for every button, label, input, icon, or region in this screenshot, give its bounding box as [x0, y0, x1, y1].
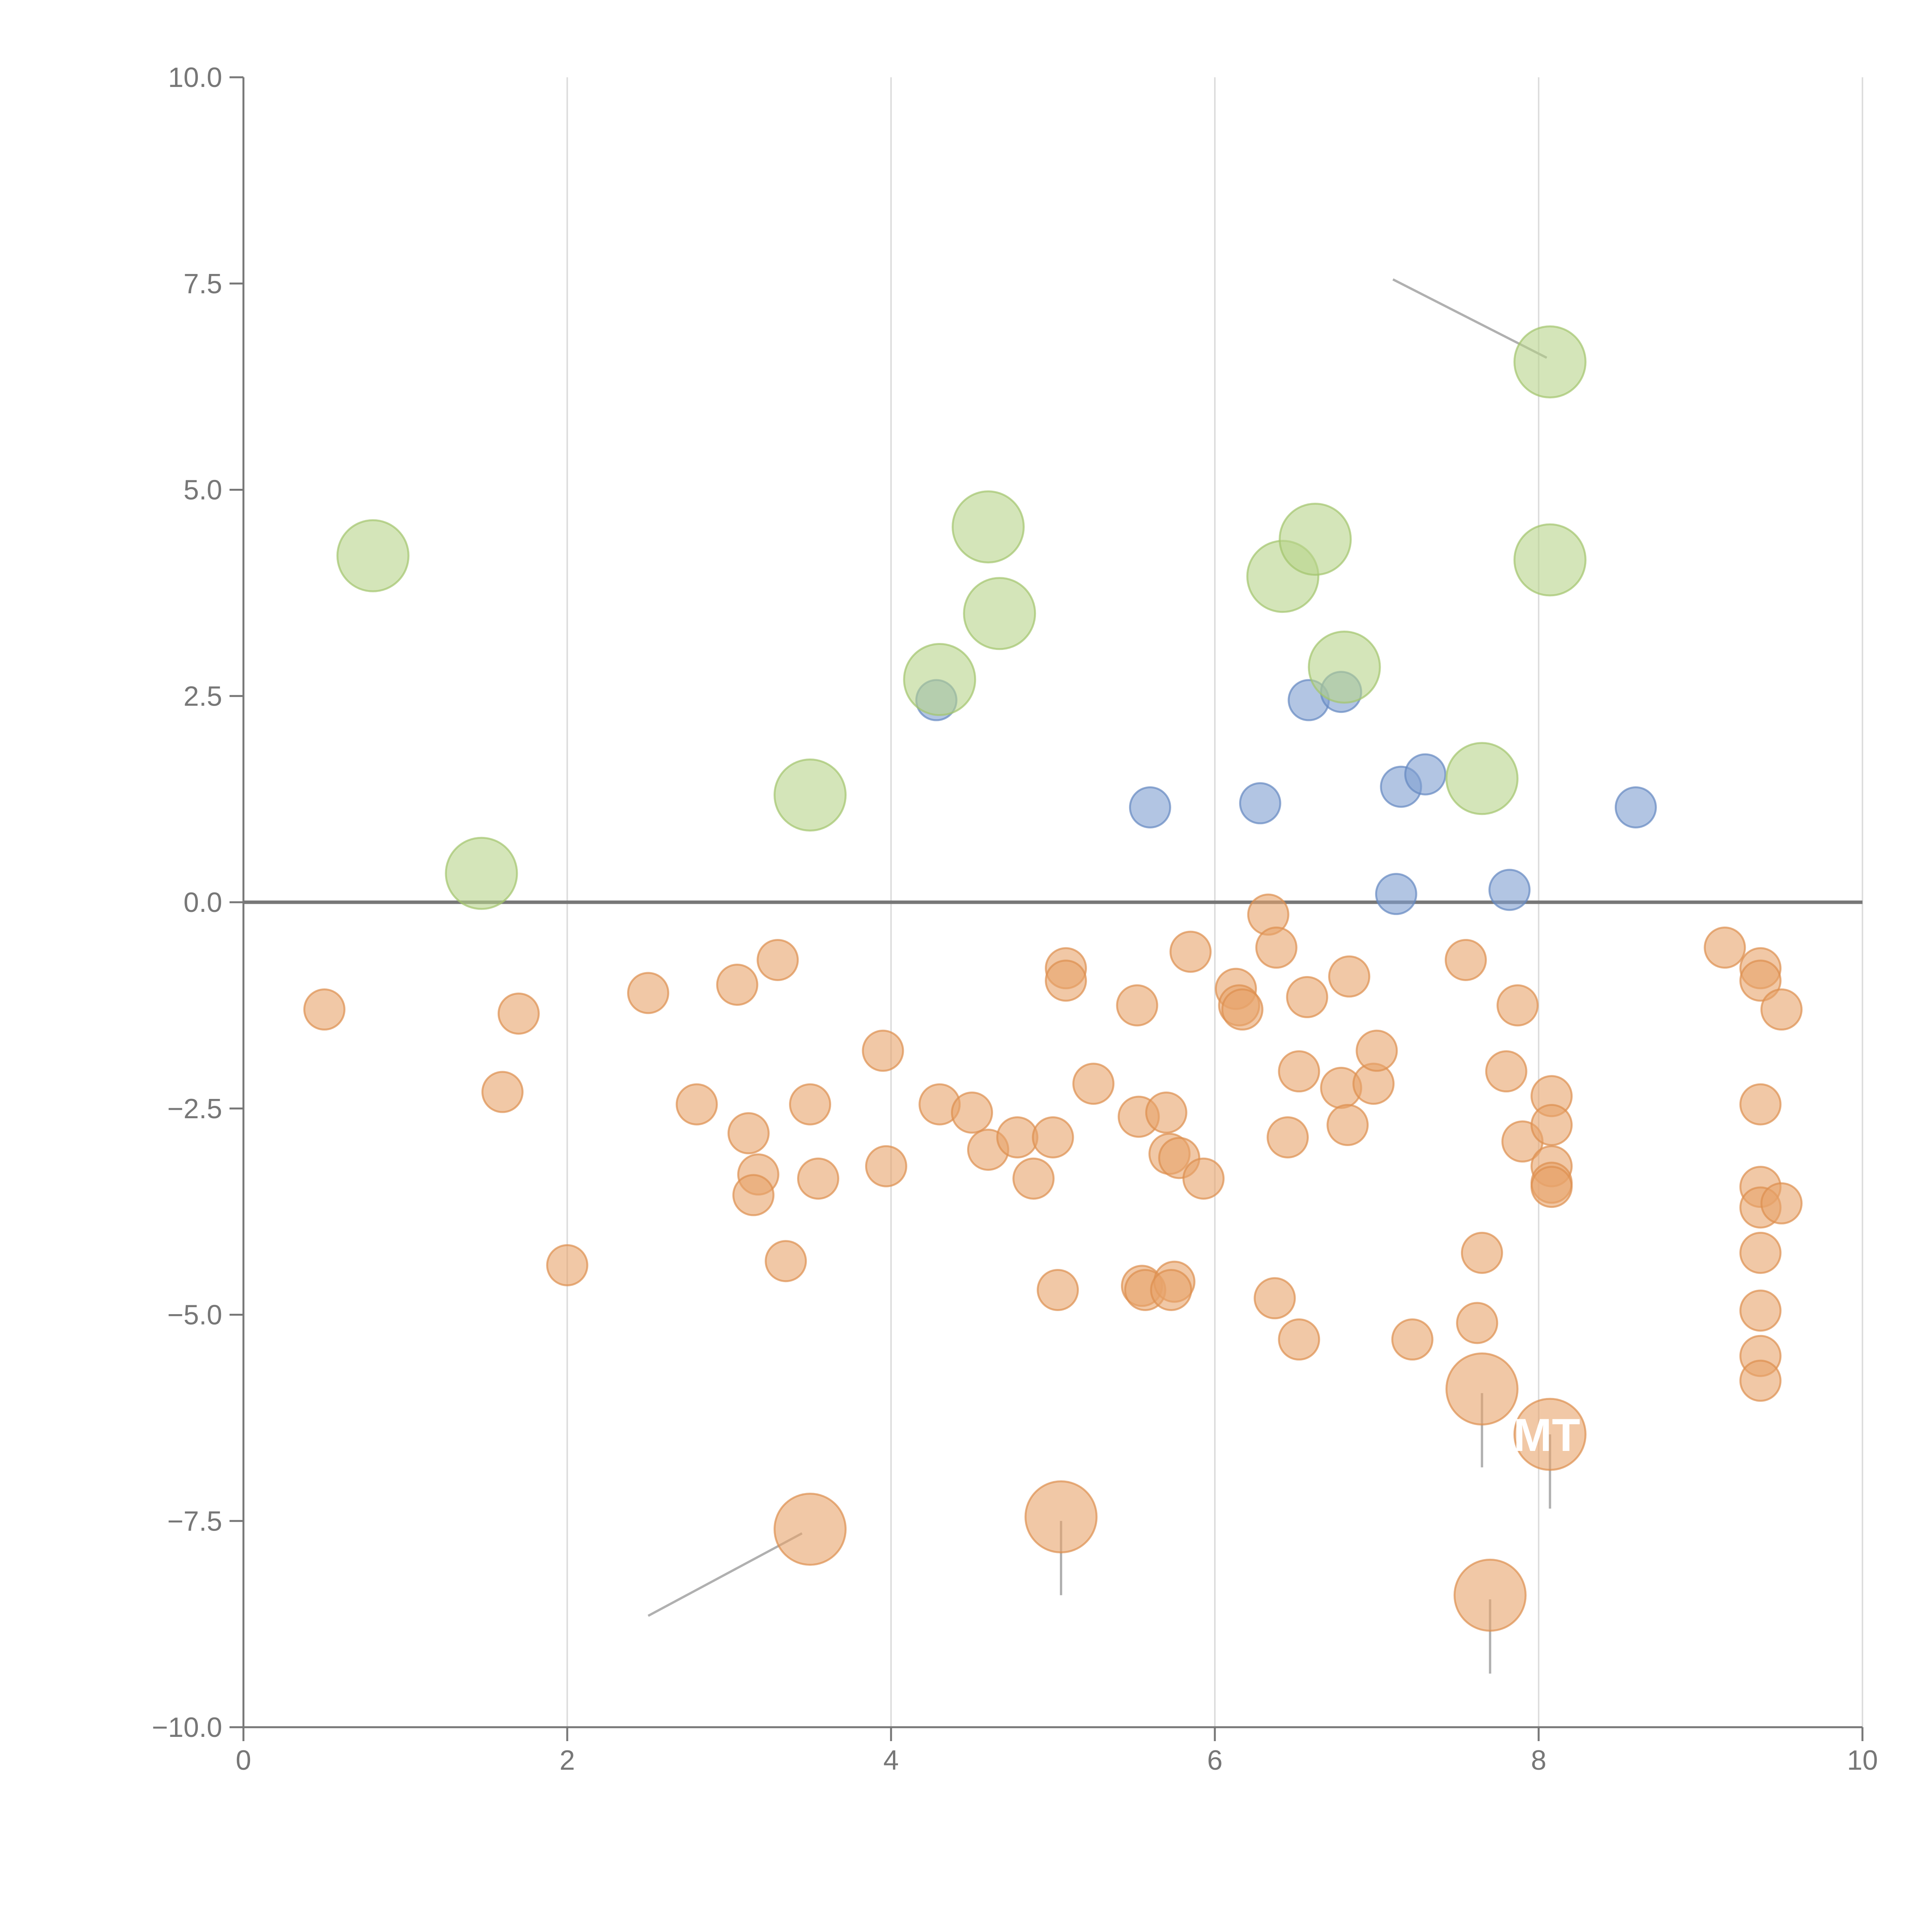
green-point	[903, 643, 976, 716]
blue-point	[1488, 869, 1531, 911]
orange-small-point	[996, 1116, 1039, 1158]
orange-small-point	[1267, 1116, 1309, 1158]
orange-small-point	[546, 1244, 588, 1286]
orange-small-point	[1045, 959, 1087, 1002]
orange-small-point	[481, 1071, 524, 1113]
orange-small-point	[797, 1157, 839, 1200]
orange-small-point	[627, 972, 669, 1014]
orange-small-point	[675, 1083, 718, 1126]
y-tick-label: 7.5	[184, 269, 222, 299]
orange-small-point	[1145, 1091, 1187, 1134]
green-point	[1279, 503, 1352, 576]
orange-small-point	[1286, 976, 1328, 1019]
orange-large-point	[1445, 1352, 1519, 1426]
orange-small-point	[1739, 959, 1782, 1002]
leader-line	[648, 1532, 803, 1617]
green-point	[1445, 742, 1519, 815]
orange-small-point	[1704, 926, 1746, 969]
orange-small-point	[765, 1240, 807, 1282]
orange-small-point	[1485, 1050, 1527, 1093]
orange-small-point	[1278, 1050, 1320, 1093]
orange-small-point	[1531, 1166, 1573, 1208]
blue-point	[1404, 753, 1447, 796]
orange-small-point	[1150, 1269, 1192, 1311]
x-tick-label: 8	[1531, 1745, 1546, 1776]
y-tick-label: 2.5	[184, 681, 222, 712]
orange-small-point	[732, 1174, 775, 1216]
blue-point	[1375, 873, 1417, 915]
orange-small-point	[1531, 1104, 1573, 1146]
tick-label-layer: 10.0 7.5 5.0 2.5 0.0 −2.5 −5.0 −7.5 −10.0 0 2 4 6 8 10	[152, 62, 1878, 1776]
orange-small-point	[789, 1083, 831, 1126]
orange-small-point	[865, 1145, 907, 1187]
orange-small-point	[862, 1029, 904, 1072]
blue-point	[1614, 786, 1657, 828]
green-point	[1513, 523, 1587, 597]
annotation-label: MT	[1513, 1409, 1580, 1461]
green-point	[963, 577, 1036, 650]
orange-small-point	[1391, 1318, 1434, 1361]
orange-small-point	[727, 1112, 770, 1155]
orange-small-point	[1278, 1318, 1320, 1361]
blue-point	[1239, 782, 1281, 825]
x-tick-label: 0	[236, 1745, 251, 1776]
orange-small-point	[1739, 1359, 1782, 1402]
orange-small-point	[1328, 955, 1371, 998]
orange-small-point	[951, 1091, 993, 1134]
orange-small-point	[1253, 1277, 1296, 1320]
x-tick-label: 2	[560, 1745, 575, 1776]
green-point	[1308, 631, 1381, 704]
orange-small-point	[303, 988, 345, 1031]
green-point	[1513, 325, 1587, 399]
orange-small-point	[1497, 984, 1539, 1027]
orange-small-point	[1327, 1104, 1369, 1146]
orange-small-point	[1032, 1116, 1074, 1158]
y-tick-label: −5.0	[167, 1300, 222, 1331]
orange-small-point	[1221, 988, 1264, 1031]
x-tick-label: 6	[1207, 1745, 1223, 1776]
orange-small-point	[1444, 939, 1487, 981]
orange-large-point	[774, 1493, 847, 1566]
orange-small-point	[1169, 930, 1212, 973]
orange-large-point	[1024, 1480, 1098, 1554]
green-point	[774, 758, 847, 832]
orange-small-point	[1116, 984, 1158, 1027]
orange-small-point	[497, 992, 540, 1035]
y-tick-label: 0.0	[184, 887, 222, 918]
green-point	[336, 519, 410, 592]
orange-small-point	[716, 964, 759, 1006]
y-tick-label: 10.0	[168, 62, 222, 93]
green-point	[445, 837, 518, 910]
x-tick-label: 10	[1847, 1745, 1878, 1776]
y-tick-label: −7.5	[167, 1506, 222, 1537]
orange-large-point	[1513, 1398, 1587, 1471]
blue-point	[1129, 786, 1171, 828]
orange-small-point	[1739, 1289, 1782, 1332]
orange-small-point	[1760, 1182, 1803, 1225]
orange-large-point	[1453, 1558, 1527, 1632]
y-tick-label: −10.0	[152, 1712, 222, 1743]
annotation-layer: MT	[1513, 1409, 1580, 1461]
orange-small-point	[1739, 1083, 1782, 1126]
orange-small-point	[1255, 926, 1298, 969]
orange-small-point	[1355, 1029, 1398, 1072]
orange-small-point	[1760, 988, 1803, 1031]
orange-small-point	[1012, 1157, 1055, 1200]
orange-small-point	[1739, 1231, 1782, 1274]
orange-small-point	[1461, 1231, 1503, 1274]
y-tick-label: −2.5	[167, 1094, 222, 1124]
orange-small-point	[1182, 1157, 1225, 1200]
axis-layer	[230, 76, 1864, 1741]
orange-small-point	[1037, 1269, 1079, 1311]
green-point	[951, 490, 1025, 564]
point-layer	[303, 325, 1803, 1632]
x-tick-label: 4	[883, 1745, 899, 1776]
orange-small-point	[757, 939, 799, 981]
orange-small-point	[1456, 1302, 1498, 1344]
orange-small-point	[1072, 1063, 1115, 1105]
y-tick-label: 5.0	[184, 475, 222, 506]
